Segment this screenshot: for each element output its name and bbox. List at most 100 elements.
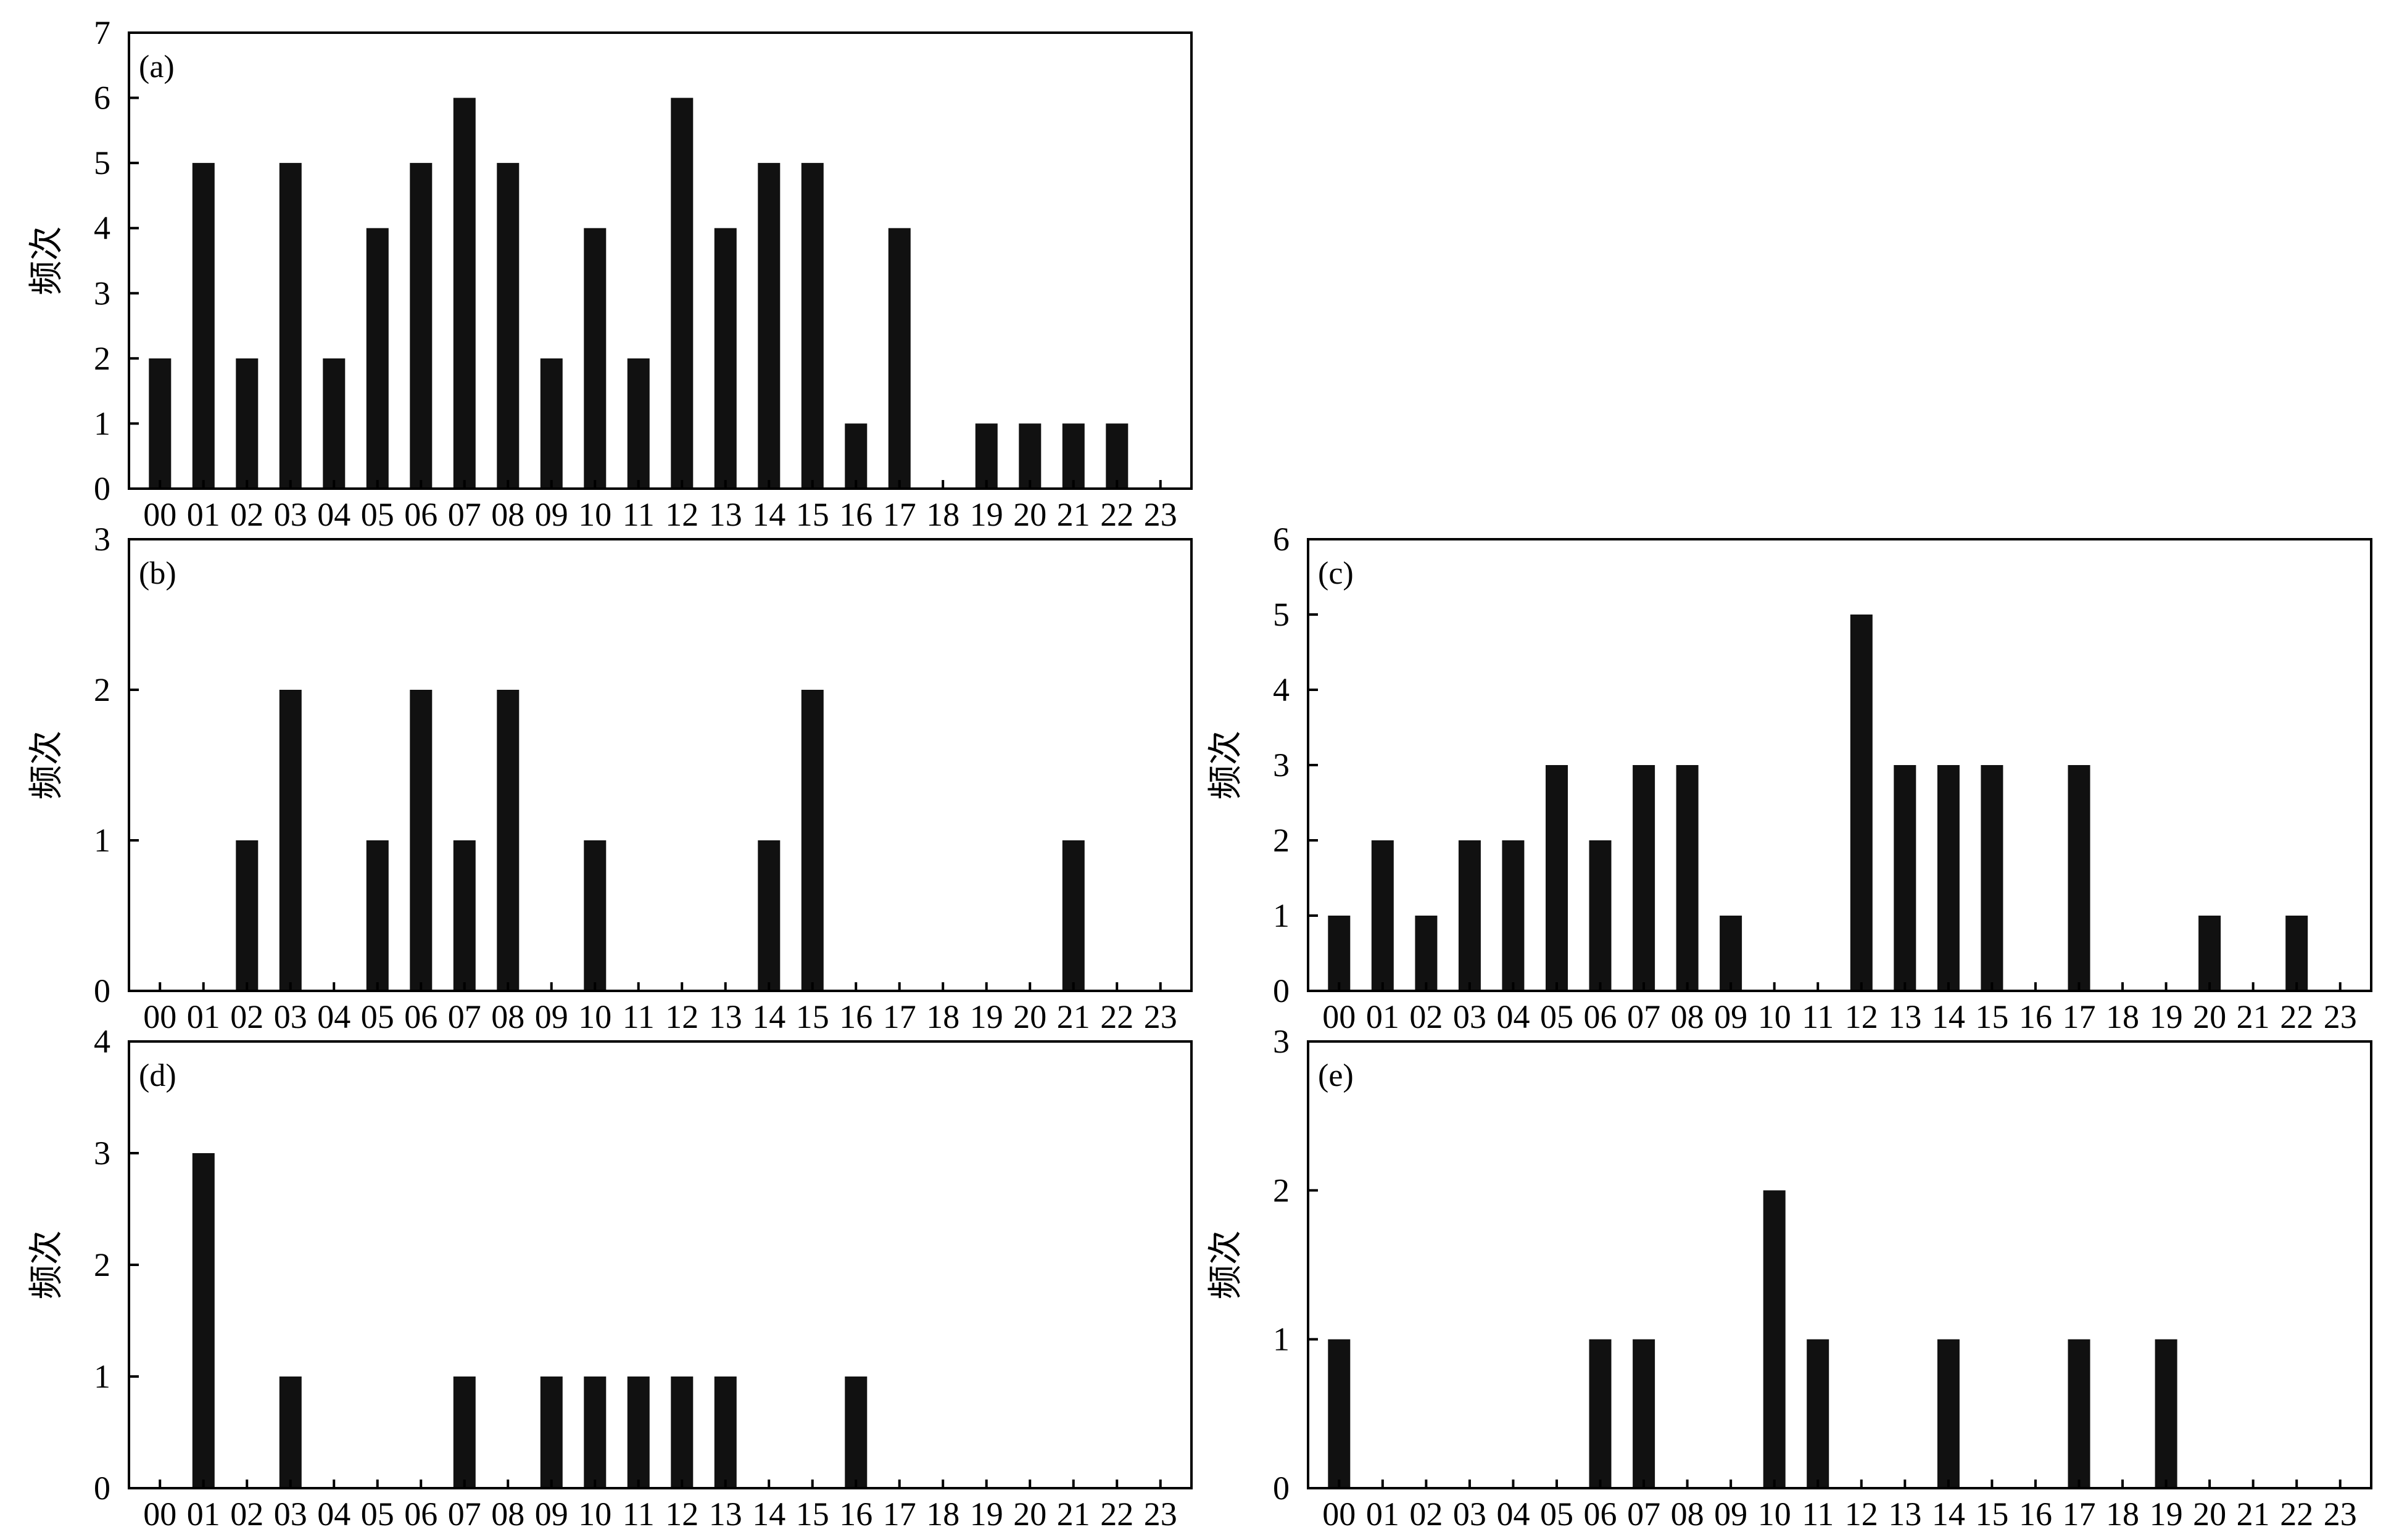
bar-b-05 xyxy=(366,840,389,991)
plot-frame-b xyxy=(128,538,1193,992)
y-tick-label-c: 2 xyxy=(1273,822,1290,859)
bar-c-12 xyxy=(1850,615,1873,991)
bar-c-07 xyxy=(1633,765,1655,991)
bar-e-00 xyxy=(1328,1339,1351,1488)
bar-a-08 xyxy=(497,163,520,489)
x-tick-label-e: 08 xyxy=(1671,1496,1704,1533)
x-tick-label-b: 05 xyxy=(361,998,394,1035)
x-tick-label-e: 10 xyxy=(1758,1496,1791,1533)
x-tick-label-d: 05 xyxy=(361,1496,394,1533)
panel-label-a: (a) xyxy=(139,49,175,85)
x-tick-label-d: 23 xyxy=(1144,1496,1177,1533)
x-tick-label-b: 11 xyxy=(623,998,655,1035)
bar-a-05 xyxy=(366,228,389,489)
x-tick-label-e: 01 xyxy=(1366,1496,1399,1533)
bar-c-04 xyxy=(1502,840,1525,991)
x-tick-label-a: 02 xyxy=(230,496,263,533)
x-tick-label-d: 08 xyxy=(491,1496,524,1533)
x-tick-label-b: 14 xyxy=(752,998,785,1035)
x-tick-label-d: 18 xyxy=(926,1496,959,1533)
x-tick-label-a: 18 xyxy=(926,496,959,533)
x-tick-label-c: 23 xyxy=(2324,998,2357,1035)
bar-a-10 xyxy=(584,228,607,489)
x-tick-label-c: 08 xyxy=(1671,998,1704,1035)
x-tick-label-b: 04 xyxy=(317,998,350,1035)
x-tick-label-e: 22 xyxy=(2280,1496,2313,1533)
x-tick-label-d: 15 xyxy=(796,1496,829,1533)
bar-a-14 xyxy=(758,163,781,489)
panel-label-c: (c) xyxy=(1318,556,1354,591)
bar-b-06 xyxy=(410,690,433,991)
bar-c-01 xyxy=(1371,840,1394,991)
y-axis-label-e: 频次 xyxy=(1207,1230,1245,1299)
x-tick-label-c: 00 xyxy=(1322,998,1356,1035)
y-axis-label-c: 频次 xyxy=(1207,731,1245,800)
y-tick-label-c: 6 xyxy=(1273,521,1290,558)
y-tick-label-c: 0 xyxy=(1273,972,1290,1009)
bar-b-14 xyxy=(758,840,781,991)
bar-b-03 xyxy=(279,690,302,991)
bar-b-15 xyxy=(801,690,824,991)
x-tick-label-c: 01 xyxy=(1366,998,1399,1035)
x-tick-label-c: 22 xyxy=(2280,998,2313,1035)
y-tick-label-a: 7 xyxy=(94,14,110,51)
x-tick-label-d: 14 xyxy=(752,1496,785,1533)
bar-a-13 xyxy=(714,228,737,489)
x-tick-label-b: 13 xyxy=(709,998,742,1035)
x-tick-label-a: 04 xyxy=(317,496,350,533)
x-tick-label-a: 10 xyxy=(578,496,611,533)
y-tick-label-d: 3 xyxy=(94,1135,110,1172)
y-axis-label-a: 频次 xyxy=(28,226,66,296)
x-tick-label-b: 10 xyxy=(578,998,611,1035)
bar-a-06 xyxy=(410,163,433,489)
x-tick-label-a: 12 xyxy=(665,496,698,533)
bar-c-22 xyxy=(2285,916,2308,991)
panel-label-b: (b) xyxy=(139,556,176,591)
x-tick-label-c: 16 xyxy=(2019,998,2052,1035)
bar-c-03 xyxy=(1458,840,1481,991)
bar-e-19 xyxy=(2155,1339,2177,1488)
x-tick-label-a: 00 xyxy=(143,496,176,533)
x-tick-label-c: 07 xyxy=(1627,998,1660,1035)
bar-e-11 xyxy=(1807,1339,1829,1488)
x-tick-label-b: 09 xyxy=(535,998,568,1035)
x-tick-label-d: 11 xyxy=(623,1496,655,1533)
bar-a-16 xyxy=(845,423,868,489)
bar-d-16 xyxy=(845,1376,868,1488)
bar-a-00 xyxy=(149,358,172,489)
x-tick-label-a: 08 xyxy=(491,496,524,533)
x-tick-label-a: 23 xyxy=(1144,496,1177,533)
bar-a-12 xyxy=(671,97,694,489)
bar-a-20 xyxy=(1019,423,1042,489)
x-tick-label-e: 23 xyxy=(2324,1496,2357,1533)
y-tick-label-d: 1 xyxy=(94,1358,110,1395)
bar-a-21 xyxy=(1062,423,1085,489)
y-tick-label-e: 2 xyxy=(1273,1172,1290,1209)
x-tick-label-a: 21 xyxy=(1057,496,1090,533)
y-tick-label-a: 1 xyxy=(94,405,110,442)
x-tick-label-b: 18 xyxy=(926,998,959,1035)
x-tick-label-e: 05 xyxy=(1540,1496,1573,1533)
x-tick-label-c: 03 xyxy=(1453,998,1486,1035)
x-tick-label-a: 13 xyxy=(709,496,742,533)
bar-a-09 xyxy=(540,358,563,489)
x-tick-label-c: 15 xyxy=(1975,998,2008,1035)
x-tick-label-b: 03 xyxy=(274,998,307,1035)
x-tick-label-e: 06 xyxy=(1584,1496,1617,1533)
y-tick-label-c: 4 xyxy=(1273,671,1290,708)
x-tick-label-c: 04 xyxy=(1496,998,1530,1035)
x-tick-label-e: 09 xyxy=(1714,1496,1747,1533)
bar-a-15 xyxy=(801,163,824,489)
x-tick-label-d: 03 xyxy=(274,1496,307,1533)
x-tick-label-c: 02 xyxy=(1409,998,1443,1035)
bar-c-13 xyxy=(1894,765,1916,991)
panel-label-e: (e) xyxy=(1318,1058,1354,1093)
x-tick-label-d: 13 xyxy=(709,1496,742,1533)
x-tick-label-e: 14 xyxy=(1932,1496,1965,1533)
y-tick-label-b: 3 xyxy=(94,521,110,558)
x-tick-label-a: 01 xyxy=(187,496,220,533)
y-tick-label-d: 2 xyxy=(94,1246,110,1283)
